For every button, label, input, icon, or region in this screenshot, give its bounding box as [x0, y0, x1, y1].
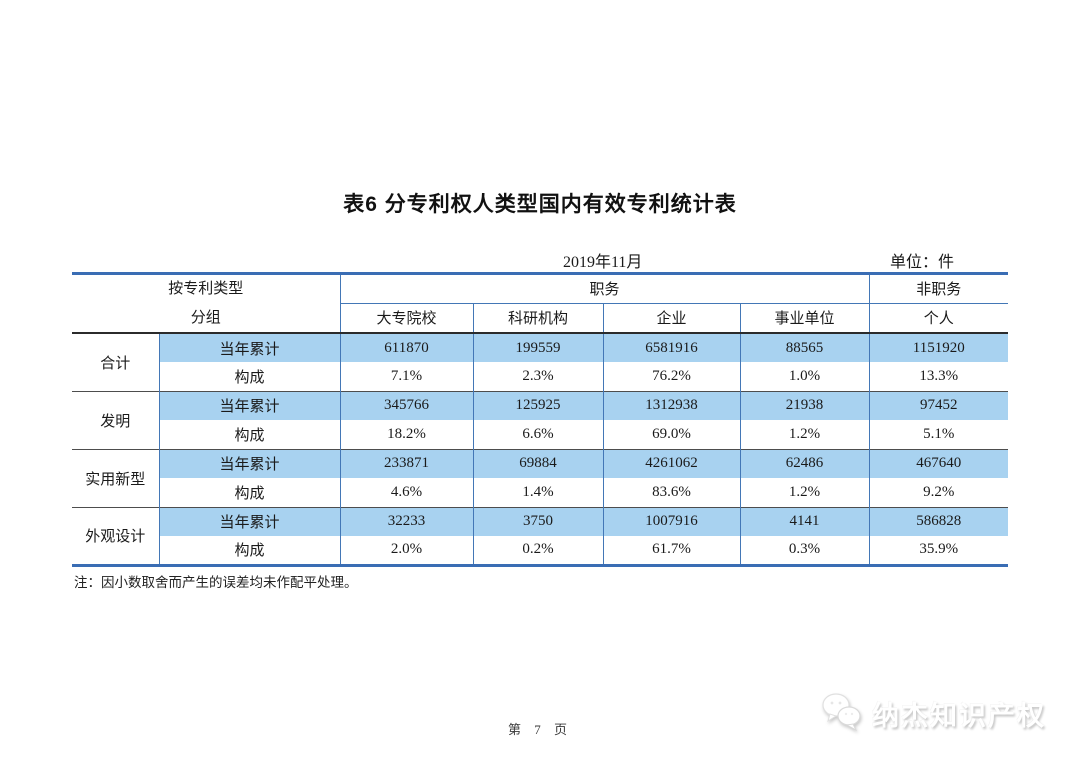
value-cell: 32233: [339, 506, 474, 536]
header-row-2: 大专院校 科研机构 企业 事业单位 个人: [72, 303, 1009, 334]
header-col-public-institutions: 事业单位: [739, 303, 870, 334]
percent-cell: 18.2%: [339, 420, 474, 449]
row-type-label: 构成: [158, 536, 341, 565]
percent-cell: 0.2%: [472, 536, 604, 565]
percent-cell: 69.0%: [602, 420, 741, 449]
header-col-universities: 大专院校: [340, 303, 474, 334]
row-composition: 构成 7.1% 2.3% 76.2% 1.0% 13.3%: [72, 362, 1009, 391]
value-cell: 6581916: [602, 332, 741, 362]
row-type-label: 当年累计: [158, 332, 341, 362]
watermark: 纳杰知识产权: [820, 690, 1046, 737]
header-patent-type-line1: 按专利类型: [168, 281, 244, 297]
row-composition: 构成 4.6% 1.4% 83.6% 1.2% 9.2%: [72, 478, 1009, 507]
percent-cell: 9.2%: [868, 478, 1009, 507]
percent-cell: 76.2%: [602, 362, 741, 391]
row-cumulative: 实用新型 当年累计 233871 69884 4261062 62486 467640: [72, 448, 1009, 507]
header-patent-type-line2: 分组: [190, 309, 221, 326]
row-cumulative: 外观设计 当年累计 32233 3750 1007916 4141 586828: [72, 506, 1009, 565]
row-group-label: 合计: [72, 332, 159, 391]
table-header: 按专利类型 分组 职务 非职务 大专院校 科研机构 企业 事业单位 个人: [72, 273, 1009, 334]
watermark-text: 纳杰知识产权: [872, 701, 1046, 731]
row-cumulative: 发明 当年累计 345766 125925 1312938 21938 97452: [72, 390, 1009, 449]
table-body: 合计 当年累计 611870 199559 6581916 88565 1151920 构成 7…: [72, 332, 1009, 565]
percent-cell: 1.2%: [739, 420, 870, 449]
value-cell: 467640: [868, 448, 1009, 478]
row-group-label: 发明: [72, 390, 159, 449]
value-cell: 611870: [339, 332, 474, 362]
row-type-label: 当年累计: [158, 448, 341, 478]
header-row-1: 按专利类型 分组 职务 非职务: [72, 273, 1009, 334]
percent-cell: 83.6%: [602, 478, 741, 507]
percent-cell: 61.7%: [602, 536, 741, 565]
percent-cell: 0.3%: [739, 536, 870, 565]
row-type-label: 构成: [158, 420, 341, 449]
header-col-individuals: 个人: [868, 303, 1009, 334]
page-number: 第 7 页: [507, 722, 572, 737]
percent-cell: 5.1%: [868, 420, 1009, 449]
row-type-label: 当年累计: [158, 390, 341, 420]
percent-cell: 35.9%: [868, 536, 1009, 565]
header-col-research-institutes: 科研机构: [472, 303, 604, 334]
header-col-enterprises: 企业: [602, 303, 741, 334]
unit-label: 单位：件: [889, 254, 954, 271]
percent-cell: 13.3%: [868, 362, 1009, 391]
patent-statistics-table: 按专利类型 分组 职务 非职务 大专院校 科研机构 企业 事业单位 个人 合计当…: [72, 272, 1009, 567]
value-cell: 1007916: [602, 506, 741, 536]
value-cell: 62486: [739, 448, 870, 478]
row-group-label: 实用新型: [72, 448, 159, 507]
row-group-label: 外观设计: [72, 506, 159, 565]
row-cumulative: 合计 当年累计 611870 199559 6581916 88565 1151920: [72, 332, 1009, 391]
value-cell: 125925: [472, 390, 604, 420]
value-cell: 233871: [339, 448, 474, 478]
table-meta-row: 2019年11月 单位：件: [0, 248, 1080, 271]
value-cell: 345766: [339, 390, 474, 420]
page-title: 表6 分专利权人类型国内有效专利统计表: [343, 193, 737, 216]
percent-cell: 7.1%: [339, 362, 474, 391]
percent-cell: 2.3%: [472, 362, 604, 391]
header-patent-type-group: 按专利类型 分组: [72, 273, 341, 334]
percent-cell: 1.2%: [739, 478, 870, 507]
value-cell: 21938: [739, 390, 870, 420]
value-cell: 97452: [868, 390, 1009, 420]
row-type-label: 构成: [158, 362, 341, 391]
brand-logo-icon: [820, 690, 864, 737]
value-cell: 1312938: [602, 390, 741, 420]
value-cell: 586828: [868, 506, 1009, 536]
percent-cell: 2.0%: [339, 536, 474, 565]
header-non-service: 非职务: [869, 273, 1009, 304]
value-cell: 4261062: [602, 448, 741, 478]
row-composition: 构成 2.0% 0.2% 61.7% 0.3% 35.9%: [72, 536, 1009, 565]
value-cell: 1151920: [868, 332, 1009, 362]
value-cell: 69884: [472, 448, 604, 478]
percent-cell: 4.6%: [339, 478, 474, 507]
row-type-label: 当年累计: [158, 506, 341, 536]
value-cell: 3750: [472, 506, 604, 536]
header-service: 职务: [340, 273, 870, 304]
row-type-label: 构成: [158, 478, 341, 507]
footnote: 注：因小数取舍而产生的误差均未作配平处理。: [74, 575, 358, 590]
percent-cell: 1.0%: [739, 362, 870, 391]
percent-cell: 1.4%: [472, 478, 604, 507]
value-cell: 88565: [739, 332, 870, 362]
value-cell: 4141: [739, 506, 870, 536]
percent-cell: 6.6%: [472, 420, 604, 449]
value-cell: 199559: [472, 332, 604, 362]
report-date: 2019年11月: [563, 254, 643, 271]
row-composition: 构成 18.2% 6.6% 69.0% 1.2% 5.1%: [72, 420, 1009, 449]
